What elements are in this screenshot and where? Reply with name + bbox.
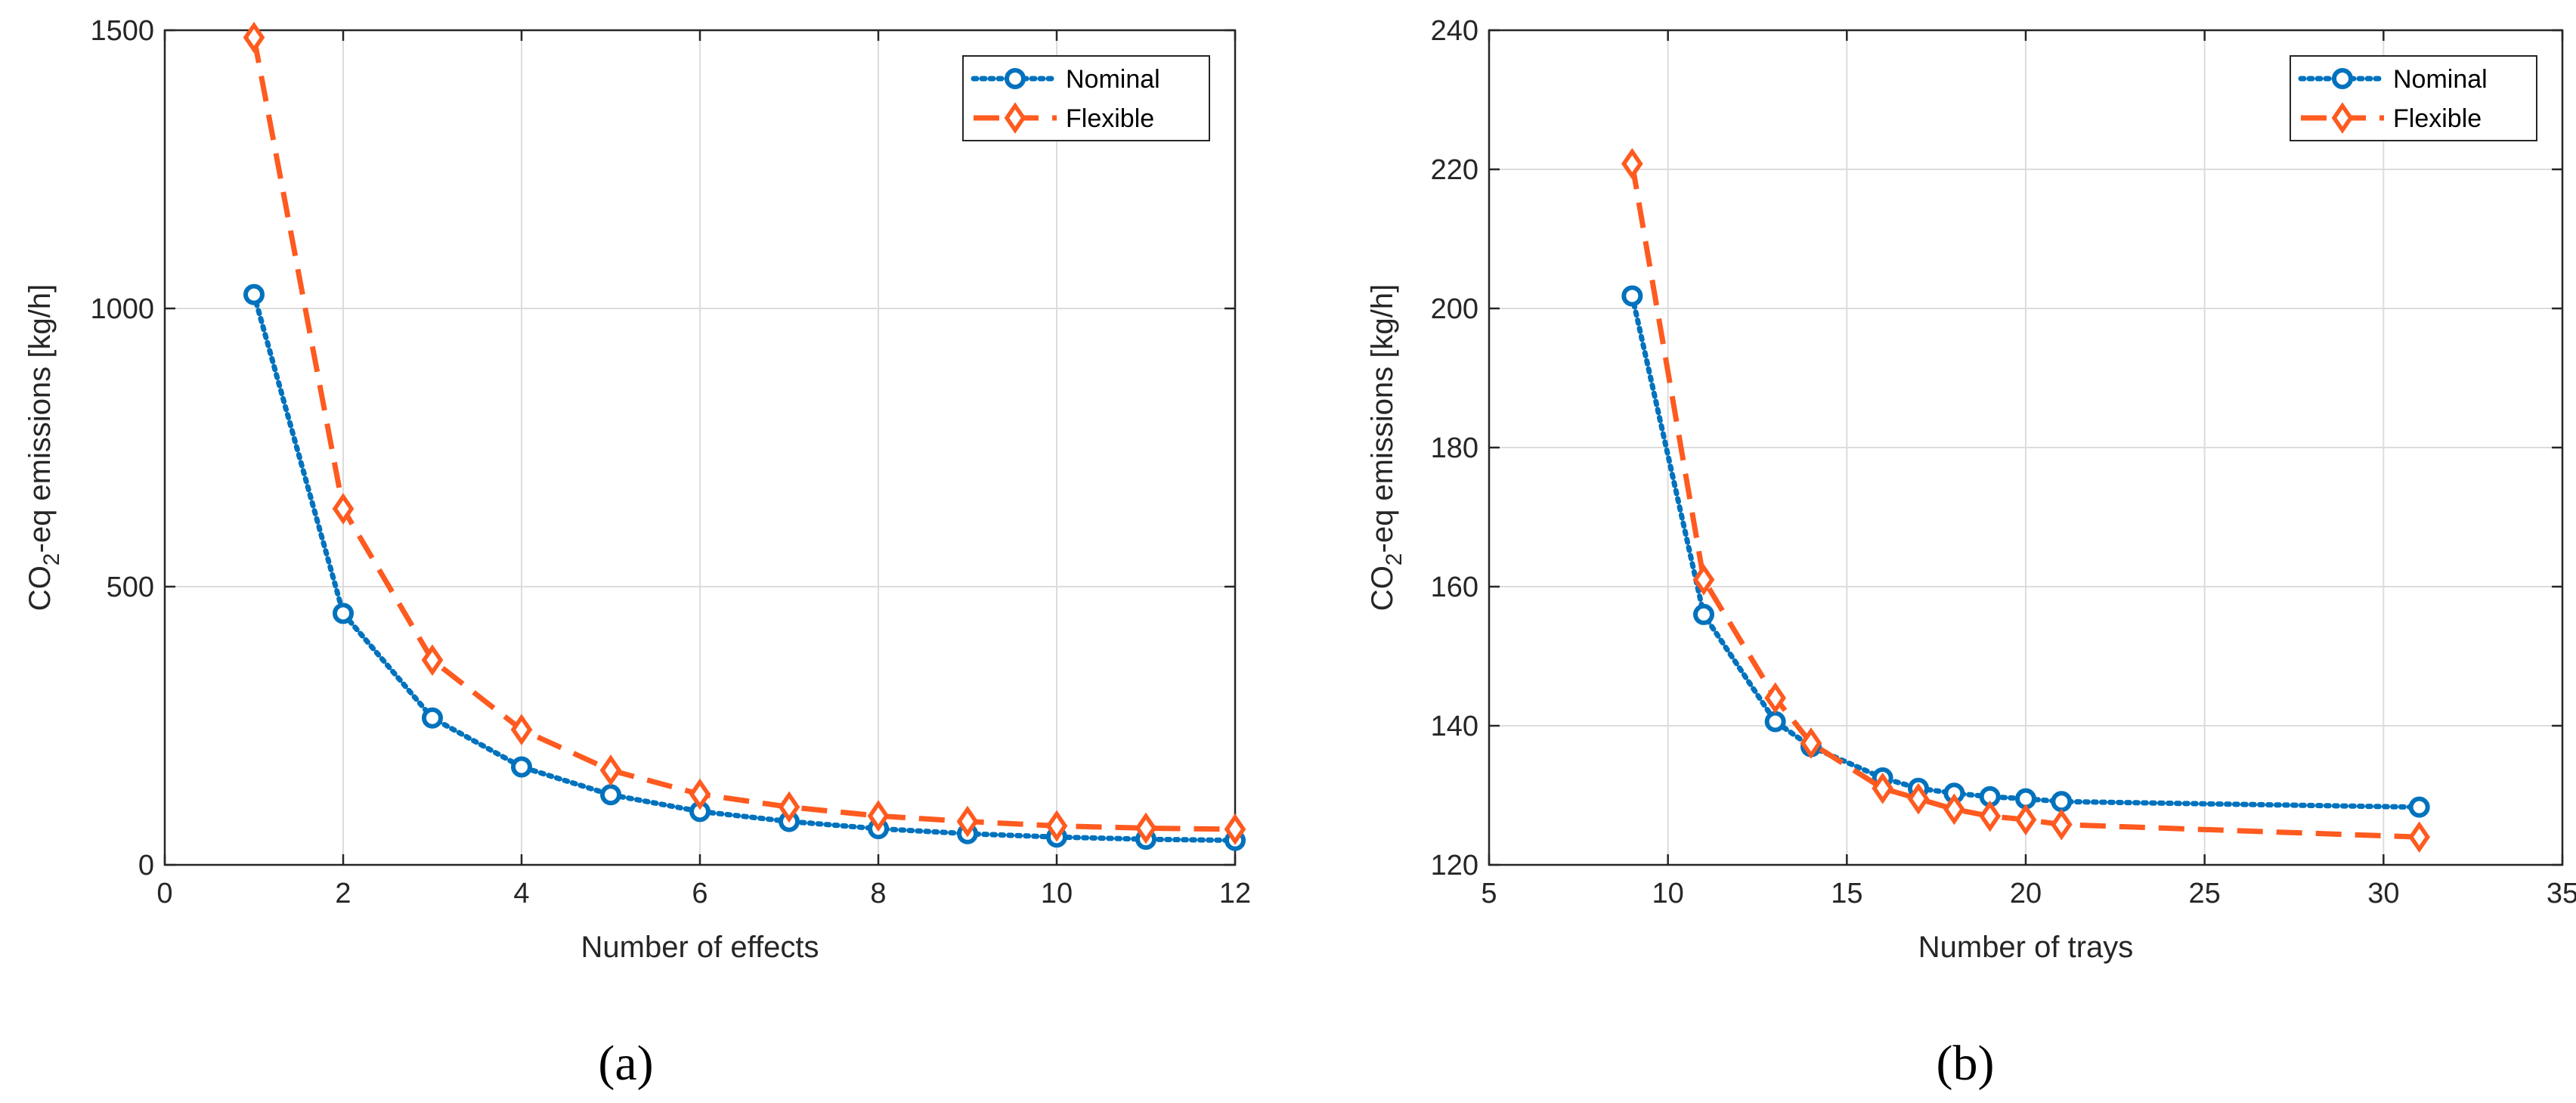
data-point-flexible (510, 714, 533, 746)
legend-label-nominal: Nominal (1066, 65, 1160, 94)
y-axis-label: CO2-eq emissions [kg/h] (23, 284, 64, 611)
data-point-flexible (2050, 808, 2073, 841)
data-point-flexible (2014, 804, 2037, 836)
data-point-flexible (2408, 821, 2431, 854)
data-point-nominal (600, 784, 621, 806)
data-point-flexible (1872, 772, 1894, 804)
data-point-flexible (867, 800, 890, 832)
x-tick-label: 35 (2547, 878, 2576, 909)
series-line-flexible (251, 36, 1236, 832)
y-tick-label: 220 (1431, 154, 1478, 186)
y-axis-label-rest: -eq emissions [kg/h] (1366, 284, 1399, 553)
y-tick-label: 1000 (90, 293, 154, 325)
y-tick-label: 140 (1431, 711, 1478, 742)
y-axis-label-rest: -eq emissions [kg/h] (23, 284, 57, 553)
x-tick-label: 15 (1831, 878, 1862, 909)
data-point-flexible (956, 805, 979, 838)
data-point-nominal (1621, 285, 1643, 307)
data-point-nominal (243, 283, 265, 305)
x-tick-label: 0 (156, 878, 172, 909)
x-tick-label: 8 (870, 878, 886, 909)
data-point-flexible (1692, 563, 1715, 596)
x-tick-label: 25 (2189, 878, 2221, 909)
figure-caption: (b) (1937, 1036, 1995, 1091)
x-tick-label: 5 (1481, 878, 1497, 909)
data-point-nominal (1764, 711, 1786, 733)
x-axis-label: Number of trays (1918, 931, 2134, 964)
y-tick-label: 1500 (90, 15, 154, 47)
data-point-flexible (1135, 812, 1157, 844)
y-tick-label: 500 (107, 572, 154, 603)
data-point-flexible (1979, 800, 2002, 832)
data-point-flexible (1621, 147, 1643, 180)
data-point-flexible (332, 493, 355, 525)
data-point-nominal (422, 707, 443, 729)
y-axis-label-main: CO (23, 565, 57, 611)
series-line-flexible (1629, 163, 2420, 840)
data-point-flexible (1943, 793, 1965, 826)
x-tick-label: 10 (1652, 878, 1684, 909)
y-tick-label: 160 (1431, 572, 1478, 603)
legend-box (962, 55, 1210, 141)
x-tick-label: 4 (513, 878, 529, 909)
chart-b: 5 10 15 20 25 30 35 120 140 160 180 200 220 240 Number… (1366, 15, 2576, 1091)
data-point-nominal (2408, 796, 2430, 818)
data-point-flexible (1907, 782, 1930, 815)
x-tick-label: 12 (1219, 878, 1251, 909)
legend-label-flexible: Flexible (1066, 104, 1154, 133)
legend: Nominal Flexible (2290, 55, 2537, 141)
data-point-flexible (243, 21, 265, 54)
x-tick-label: 6 (692, 878, 707, 909)
legend-label-nominal: Nominal (2393, 65, 2488, 94)
data-point-flexible (599, 754, 622, 786)
y-axis-label-main: CO (1366, 565, 1399, 611)
chart-a: 0 2 4 6 8 10 12 0 500 1000 1500 Number of effects CO… (23, 15, 1251, 1091)
y-tick-label: 120 (1431, 850, 1478, 881)
data-point-flexible (689, 778, 711, 810)
legend-marker-flexible (2331, 102, 2354, 134)
series-line-nominal (251, 292, 1238, 844)
data-point-flexible (778, 791, 800, 823)
legend-marker-nominal (2332, 68, 2353, 89)
data-point-flexible (1224, 813, 1246, 845)
y-tick-label: 180 (1431, 432, 1478, 464)
data-point-flexible (1764, 682, 1787, 714)
legend-marker-flexible (1004, 102, 1026, 134)
y-tick-label: 240 (1431, 15, 1478, 47)
x-axis-label: Number of effects (581, 931, 819, 964)
y-axis-label: CO2-eq emissions [kg/h] (1366, 284, 1407, 611)
data-point-nominal (2051, 791, 2073, 813)
data-point-nominal (333, 603, 354, 624)
y-tick-label: 0 (138, 850, 154, 881)
y-tick-label: 200 (1431, 293, 1478, 325)
y-axis-label-subscript: 2 (1382, 553, 1407, 566)
legend-label-flexible: Flexible (2393, 104, 2482, 133)
x-tick-label: 30 (2367, 878, 2399, 909)
legend-box (2290, 55, 2537, 141)
data-point-nominal (511, 756, 532, 778)
x-tick-label: 20 (2010, 878, 2042, 909)
x-tick-label: 10 (1041, 878, 1073, 909)
figure-caption: (a) (598, 1036, 653, 1091)
x-tick-label: 2 (335, 878, 351, 909)
data-point-flexible (421, 644, 444, 677)
legend-marker-nominal (1005, 68, 1026, 89)
legend: Nominal Flexible (962, 55, 1210, 141)
data-point-flexible (1800, 727, 1822, 759)
data-point-nominal (1693, 603, 1714, 625)
y-axis-label-subscript: 2 (39, 553, 64, 566)
data-point-flexible (1045, 810, 1068, 842)
